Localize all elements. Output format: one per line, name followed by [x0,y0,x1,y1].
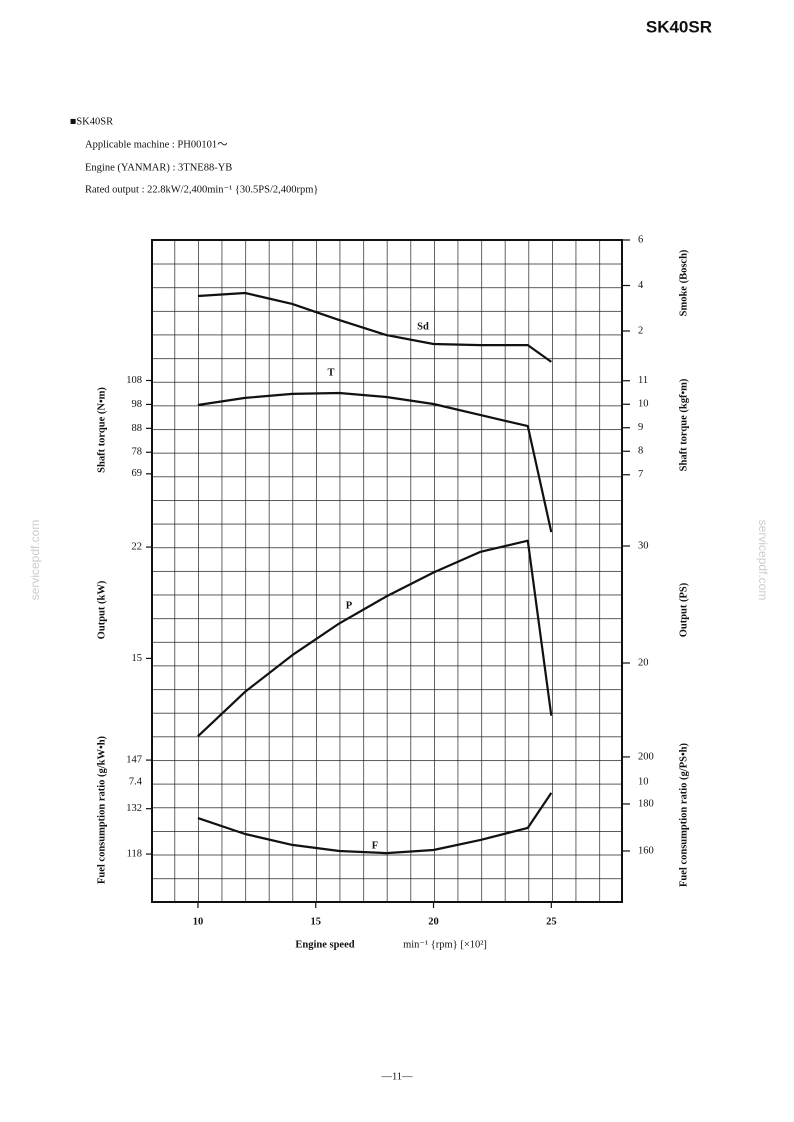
y2-axis-label: Smoke (Bosch) [678,249,689,316]
section-title: ■SK40SR [70,116,113,127]
curve-label: T [327,367,334,378]
curve [197,539,553,738]
engine-line: Engine (YANMAR) : 3TNE88-YB [85,162,232,173]
x-axis-label: Engine speed [295,939,354,950]
curve-label: P [346,600,353,611]
y2-tick-label: 2 [638,325,643,336]
rated-line: Rated output : 22.8kW/2,400min⁻¹ {30.5PS… [85,184,318,195]
x-tick-label: 25 [546,916,557,927]
curve-label: F [372,840,378,851]
curve [197,291,552,363]
x-axis-unit: min⁻¹ {rpm} [×10²] [403,939,487,950]
y-tick-label: 108 [126,375,142,386]
y-tick-label: 98 [132,399,143,410]
y-tick-label: 118 [127,848,142,859]
curve-label: Sd [417,321,429,332]
y-axis-label: Fuel consumption ratio (g/kW•h) [96,735,107,884]
y2-tick-label: 4 [638,280,644,291]
y2-tick-label: 9 [638,422,643,433]
watermark: servicepdf.com [28,520,42,601]
stray-label: 10 [638,776,649,787]
page-number: —11— [380,1071,413,1082]
y2-axis-label: Output (PS) [678,582,689,637]
plot-grid [151,239,623,903]
stray-label: 7.4 [129,776,143,787]
y2-tick-label: 180 [638,798,654,809]
y-tick-label: 15 [132,653,143,664]
curve [197,391,553,533]
y-tick-label: 88 [132,423,143,434]
y-tick-label: 147 [126,754,142,765]
model-title: SK40SR [646,17,712,36]
x-tick-label: 15 [310,916,321,927]
x-tick-label: 20 [428,916,439,927]
y2-tick-label: 30 [638,540,649,551]
y2-axis-label: Fuel consumption ratio (g/PS•h) [678,743,689,887]
y2-tick-label: 20 [638,657,649,668]
y-tick-label: 69 [132,468,143,479]
y2-tick-label: 160 [638,845,654,856]
watermark: servicepdf.com [756,520,770,601]
curve [197,792,553,855]
y2-tick-label: 200 [638,751,654,762]
y2-tick-label: 7 [638,469,643,480]
y-axis-label: Shaft torque (N•m) [96,387,107,473]
y2-tick-label: 10 [638,399,649,410]
y2-tick-label: 11 [638,375,648,386]
y2-axis-label: Shaft torque (kgf•m) [678,378,689,471]
y2-tick-label: 6 [638,234,643,245]
y-tick-label: 22 [132,541,143,552]
y2-tick-label: 8 [638,446,643,457]
y-tick-label: 132 [126,803,142,814]
y-tick-label: 78 [132,447,143,458]
machine-line: Applicable machine : PH00101～ [85,139,228,150]
y-axis-label: Output (kW) [96,580,107,639]
x-tick-label: 10 [193,916,204,927]
